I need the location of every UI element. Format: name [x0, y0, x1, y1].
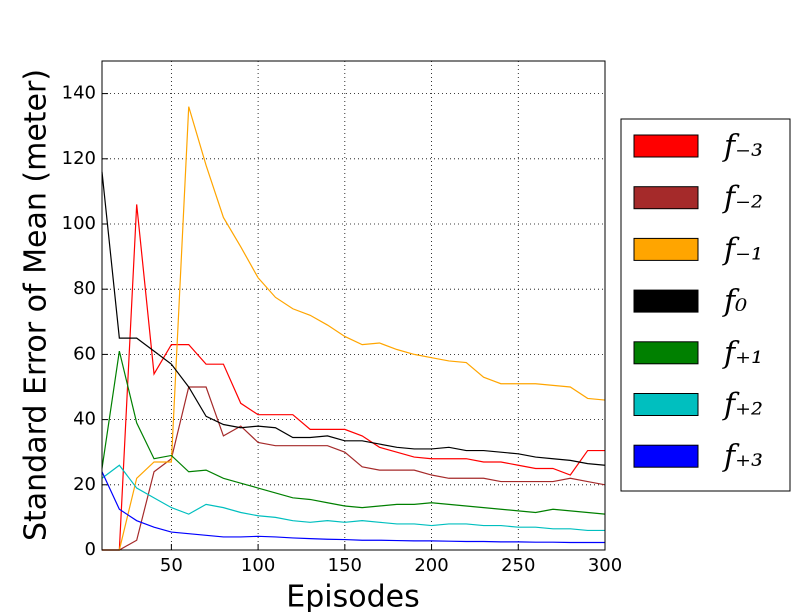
x-axis-label: Episodes: [286, 580, 419, 613]
series-line: [102, 386, 606, 551]
series-line: [102, 106, 606, 551]
y-tick-label: 0: [85, 539, 96, 560]
x-tick-label: 50: [160, 555, 183, 576]
legend-label: f₊₁: [722, 336, 763, 371]
series-line: [101, 171, 606, 466]
x-tick-label: 100: [241, 555, 275, 576]
y-tick-label: 80: [73, 278, 96, 299]
legend-swatch: [633, 186, 699, 210]
y-tick-label: 120: [62, 148, 96, 169]
legend-box: [620, 118, 791, 492]
legend-label: f₋₁: [722, 232, 763, 267]
legend-swatch: [633, 237, 699, 261]
series-line: [101, 464, 605, 532]
legend-swatch: [633, 444, 699, 468]
legend-label: f₊₂: [722, 388, 763, 423]
y-axis-label: Standard Error of Mean (meter): [19, 69, 54, 541]
x-tick-label: 300: [588, 555, 622, 576]
legend-label: f₋₂: [722, 181, 763, 216]
legend-swatch: [633, 393, 699, 416]
x-tick-label: 150: [328, 555, 362, 576]
x-tick-label: 250: [501, 555, 535, 576]
y-tick-label: 20: [73, 474, 96, 495]
legend-label: f₀: [722, 284, 747, 319]
plot-frame: [101, 60, 606, 551]
legend-swatch: [633, 289, 699, 313]
y-tick-label: 100: [62, 213, 96, 234]
series-line: [101, 471, 605, 544]
series-line: [101, 350, 606, 515]
y-tick-label: 60: [73, 343, 96, 364]
legend-swatch: [633, 134, 699, 158]
legend-swatch: [633, 341, 699, 365]
series-line: [102, 204, 605, 551]
legend-label: f₊₃: [722, 439, 763, 474]
y-tick-label: 140: [62, 83, 96, 104]
legend-label: f₋₃: [722, 129, 763, 164]
x-tick-label: 200: [414, 555, 448, 576]
y-tick-label: 40: [73, 409, 96, 430]
